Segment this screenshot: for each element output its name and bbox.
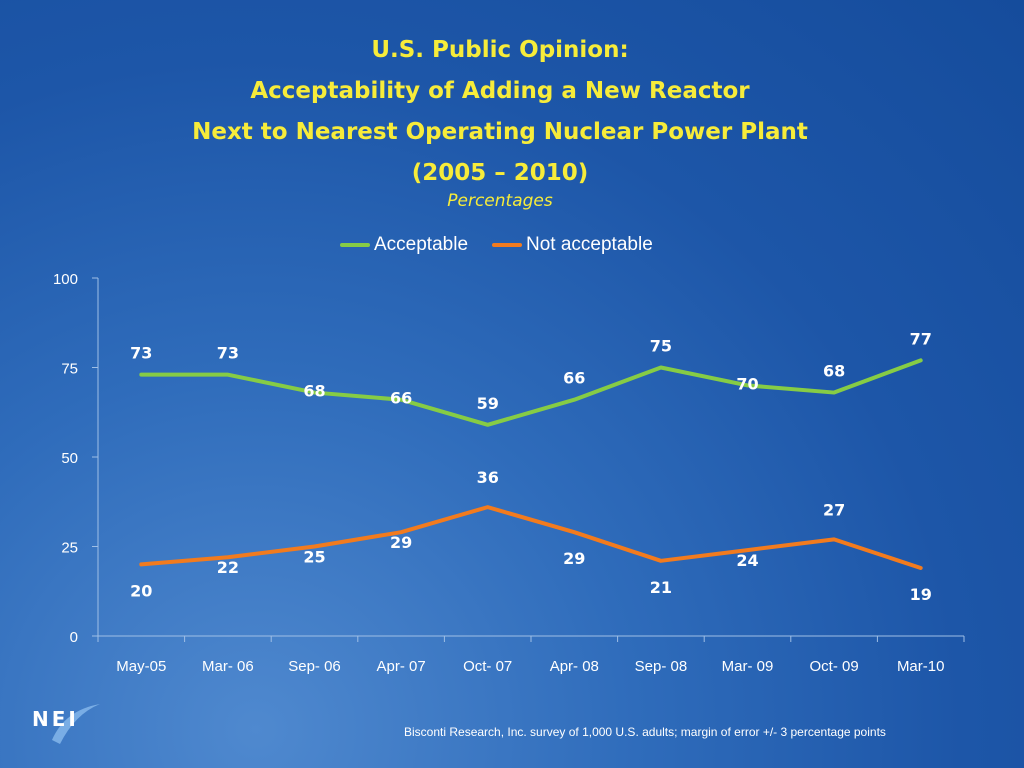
chart-subtitle: Percentages bbox=[447, 191, 553, 211]
data-label-acceptable: 70 bbox=[736, 374, 758, 393]
x-tick-label: Mar-10 bbox=[897, 658, 945, 675]
x-tick-label: Oct- 07 bbox=[463, 658, 512, 675]
legend-swatch-not-acceptable bbox=[492, 243, 523, 247]
data-label-not-acceptable: 19 bbox=[910, 585, 932, 604]
legend-label-not-acceptable: Not acceptable bbox=[526, 234, 653, 255]
data-label-not-acceptable: 20 bbox=[130, 581, 152, 600]
logo-swoosh-icon bbox=[52, 704, 100, 744]
x-tick-label: Mar- 06 bbox=[202, 658, 254, 675]
x-tick-label: Apr- 07 bbox=[376, 658, 425, 675]
series-line-not-acceptable bbox=[139, 505, 923, 570]
line-chart: 0 25 50 75 100 May-05 Mar- 06 Sep- 06 Apr- 07 Oct… bbox=[53, 271, 965, 675]
legend-label-acceptable: Acceptable bbox=[374, 234, 469, 255]
x-tick-label: Sep- 06 bbox=[288, 658, 341, 675]
data-label-acceptable: 68 bbox=[303, 382, 325, 401]
logo-text: NEI bbox=[32, 707, 79, 731]
y-tick-label: 50 bbox=[61, 450, 78, 467]
title-line-4: (2005 – 2010) bbox=[411, 160, 589, 186]
x-tick-label: Apr- 08 bbox=[550, 658, 599, 675]
y-tick-label: 25 bbox=[61, 540, 78, 557]
title-line-1: U.S. Public Opinion: bbox=[371, 37, 629, 63]
y-tick-label: 0 bbox=[70, 629, 78, 646]
data-label-acceptable: 66 bbox=[390, 389, 412, 408]
y-tick-label: 75 bbox=[61, 361, 78, 378]
data-label-not-acceptable: 24 bbox=[736, 551, 758, 570]
x-tick-label: May-05 bbox=[116, 658, 166, 675]
source-footnote: Bisconti Research, Inc. survey of 1,000 … bbox=[404, 725, 886, 739]
x-tick-label: Mar- 09 bbox=[722, 658, 774, 675]
data-label-not-acceptable: 21 bbox=[650, 578, 672, 597]
data-label-not-acceptable: 25 bbox=[303, 548, 325, 567]
x-tick-label: Oct- 09 bbox=[810, 658, 859, 675]
data-label-acceptable: 75 bbox=[650, 337, 672, 356]
nei-logo: NEI bbox=[32, 704, 100, 744]
data-label-not-acceptable: 22 bbox=[217, 558, 239, 577]
data-label-not-acceptable: 36 bbox=[477, 468, 499, 487]
data-label-not-acceptable: 29 bbox=[390, 533, 412, 552]
x-tick-label: Sep- 08 bbox=[635, 658, 688, 675]
chart-legend: Acceptable Not acceptable bbox=[340, 233, 677, 257]
data-label-acceptable: 73 bbox=[130, 344, 152, 363]
legend-item-acceptable: Acceptable bbox=[340, 234, 468, 256]
legend-item-not-acceptable: Not acceptable bbox=[492, 234, 653, 256]
data-label-acceptable: 73 bbox=[217, 344, 239, 363]
series-line-acceptable bbox=[139, 358, 923, 427]
data-label-not-acceptable: 27 bbox=[823, 500, 845, 519]
legend-swatch-acceptable bbox=[340, 243, 370, 247]
data-label-acceptable: 68 bbox=[823, 362, 845, 381]
data-label-not-acceptable: 29 bbox=[563, 549, 585, 568]
title-line-2: Acceptability of Adding a New Reactor bbox=[250, 78, 750, 104]
y-tick-label: 100 bbox=[53, 271, 78, 288]
data-label-acceptable: 59 bbox=[477, 394, 499, 413]
data-label-acceptable: 66 bbox=[563, 369, 585, 388]
data-label-acceptable: 77 bbox=[910, 329, 932, 348]
chart-title: U.S. Public Opinion: Acceptability of Ad… bbox=[0, 30, 1000, 194]
title-line-3: Next to Nearest Operating Nuclear Power … bbox=[192, 119, 808, 145]
